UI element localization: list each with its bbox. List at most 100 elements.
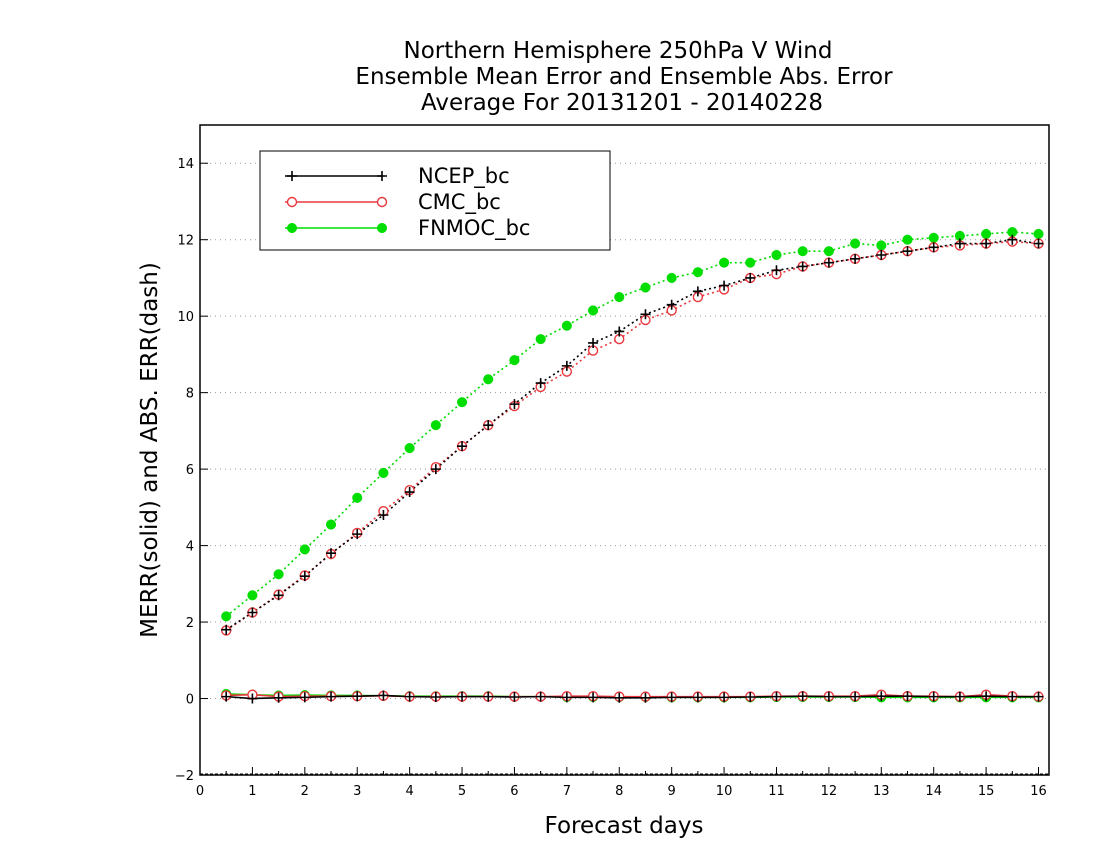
- plus-marker: [1007, 691, 1018, 702]
- plus-marker: [771, 265, 782, 276]
- plus-marker: [1033, 691, 1044, 702]
- plus-marker: [745, 272, 756, 283]
- plus-marker: [588, 692, 599, 703]
- plus-marker: [561, 692, 572, 703]
- filled-circle-marker: [561, 320, 572, 331]
- filled-circle-marker: [850, 238, 861, 249]
- plus-marker: [640, 692, 651, 703]
- plus-marker: [981, 691, 992, 702]
- markers-cmc-bc: [221, 236, 1044, 702]
- filled-circle-marker: [823, 246, 834, 257]
- plus-marker: [850, 253, 861, 264]
- filled-circle-marker: [509, 355, 520, 366]
- plus-marker: [221, 691, 232, 702]
- title-line-2: Ensemble Mean Error and Ensemble Abs. Er…: [355, 64, 893, 90]
- filled-circle-marker: [1033, 228, 1044, 240]
- plus-marker: [928, 691, 939, 702]
- plus-marker: [326, 548, 337, 559]
- filled-circle-marker: [981, 228, 992, 240]
- x-tick-label: 11: [768, 784, 785, 799]
- plus-marker: [719, 692, 730, 703]
- x-tick-label: 6: [510, 784, 518, 799]
- x-tick-label: 4: [405, 784, 413, 799]
- plus-marker: [430, 464, 441, 475]
- filled-circle-marker: [430, 420, 441, 431]
- legend-entry: FNMOC_bc: [285, 216, 530, 241]
- filled-circle-marker: [692, 267, 703, 278]
- plus-marker: [247, 693, 258, 704]
- plus-marker: [614, 692, 625, 703]
- plus-marker: [902, 246, 913, 257]
- plus-marker: [666, 299, 677, 310]
- x-tick-label: 5: [458, 784, 466, 799]
- plus-marker: [876, 250, 887, 260]
- plus-marker: [561, 360, 572, 371]
- legend-label: CMC_bc: [418, 190, 501, 215]
- plus-marker: [221, 624, 232, 635]
- filled-circle-marker: [771, 249, 782, 261]
- plus-marker: [876, 691, 887, 702]
- markers-fnmoc-bc: [221, 227, 1044, 703]
- plus-marker: [850, 691, 861, 702]
- plus-marker: [535, 691, 546, 702]
- series-fnmoc-bc: [225, 231, 1039, 699]
- plus-marker: [954, 691, 965, 702]
- filled-circle-marker: [535, 334, 546, 345]
- y-tick-label: 10: [177, 310, 194, 325]
- filled-circle-marker: [876, 240, 887, 251]
- filled-circle-marker: [797, 246, 808, 257]
- filled-circle-marker: [299, 544, 310, 555]
- y-axis-title: MERR(solid) and ABS. ERR(dash): [137, 262, 163, 638]
- plus-marker: [535, 378, 546, 389]
- plus-marker: [1007, 234, 1018, 245]
- x-tick-label: 10: [716, 784, 733, 799]
- plus-marker: [378, 690, 389, 701]
- plus-marker: [287, 171, 297, 181]
- plot-frame: [199, 124, 1050, 776]
- filled-circle-marker: [352, 492, 363, 503]
- title-line-1: Northern Hemisphere 250hPa V Wind: [404, 38, 833, 64]
- plus-marker: [640, 309, 651, 320]
- plus-marker: [457, 441, 468, 452]
- filled-circle-marker: [483, 374, 494, 385]
- filled-circle-marker: [640, 282, 651, 293]
- filled-circle-marker: [273, 569, 284, 580]
- plus-marker: [509, 692, 520, 702]
- x-tick-label: 9: [668, 784, 676, 799]
- x-tick-label: 16: [1030, 784, 1047, 799]
- x-tick-label: 12: [821, 784, 838, 799]
- filled-circle-marker: [666, 272, 677, 283]
- plus-marker: [797, 261, 808, 272]
- plus-marker: [666, 692, 677, 703]
- plus-marker: [299, 571, 310, 582]
- plus-marker: [299, 692, 310, 703]
- open-circle-marker: [286, 196, 298, 208]
- plus-marker: [719, 280, 730, 291]
- plus-marker: [273, 692, 284, 703]
- y-tick-label: 12: [177, 234, 194, 249]
- plus-marker: [928, 242, 939, 253]
- abs-err-line: [225, 231, 1039, 617]
- legend-label: FNMOC_bc: [418, 216, 530, 241]
- plus-marker: [823, 257, 834, 268]
- markers-ncep-bc: [221, 234, 1044, 704]
- x-tick-label: 14: [925, 784, 942, 799]
- plus-marker: [273, 590, 284, 601]
- x-tick-label: 8: [615, 784, 623, 799]
- filled-circle-marker: [221, 611, 232, 622]
- plus-marker: [352, 691, 363, 702]
- plus-marker: [771, 691, 782, 702]
- plus-marker: [483, 691, 494, 702]
- y-tick-label: 14: [177, 157, 194, 172]
- open-circle-marker: [376, 196, 388, 208]
- plus-marker: [483, 420, 494, 431]
- plus-marker: [823, 691, 834, 702]
- plus-marker: [378, 510, 389, 520]
- x-tick-label: 3: [353, 784, 361, 799]
- series-layer: [221, 227, 1044, 704]
- plus-marker: [509, 399, 520, 410]
- filled-circle-marker: [614, 292, 625, 303]
- y-tick-label: 8: [186, 387, 194, 402]
- plus-marker: [692, 692, 703, 703]
- filled-circle-marker: [376, 222, 388, 234]
